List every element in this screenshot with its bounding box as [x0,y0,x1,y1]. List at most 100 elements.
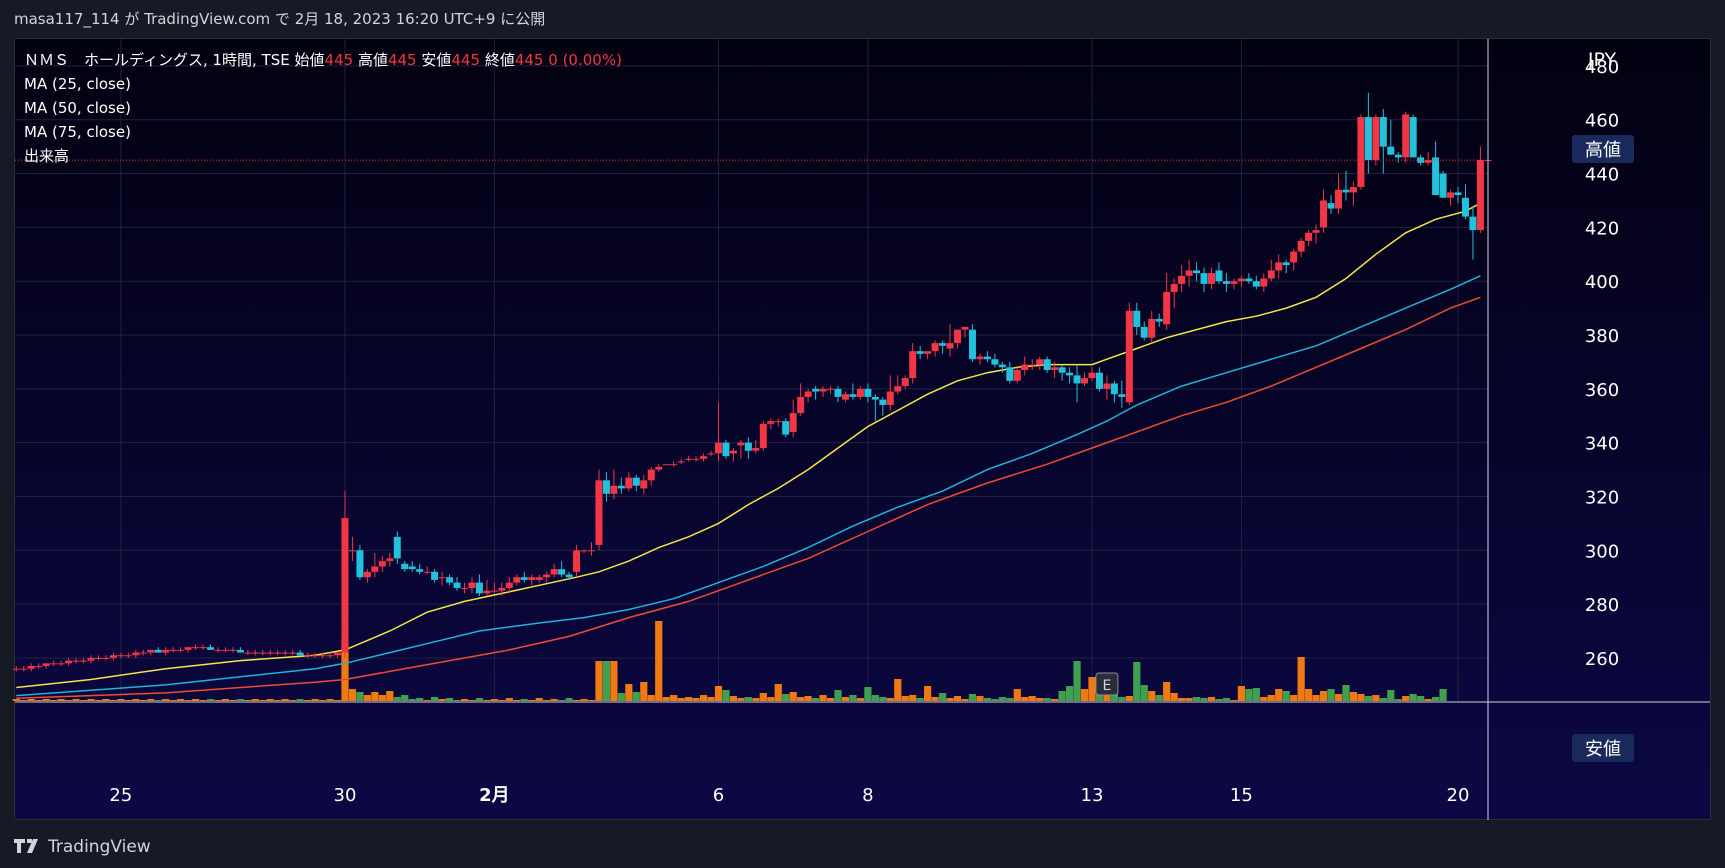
candle-body [244,652,252,654]
volume-bar [162,699,170,701]
candle-body [759,423,767,449]
ma50-line [16,275,1481,697]
volume-bar [558,700,566,701]
volume-bar [177,699,185,701]
candle-body [1013,370,1021,381]
legend-ma75[interactable]: MA (75, close) [24,123,131,141]
candle-body [864,388,872,397]
candle-body [1275,262,1283,271]
volume-bar [901,696,909,701]
candle-body [236,649,244,653]
candle-body [147,649,155,653]
tradingview-logo-icon[interactable] [14,839,42,855]
volume-bar [1207,697,1216,701]
candle-body [1290,251,1298,263]
candle-body [378,561,386,567]
candle-body [296,652,304,656]
candle-body [490,590,498,592]
volume-bar [1088,677,1096,701]
publish-line: masa117_114 が TradingView.com で 2月 18, 2… [14,10,546,28]
candle-body [804,391,812,397]
volume-bar [737,698,745,701]
volume-bar [35,700,43,701]
volume-bar [1028,696,1036,701]
y-tick-label: 400 [1585,272,1619,293]
candle-body [356,550,364,578]
candle-body [543,574,551,578]
candle-body [12,668,20,670]
candle-body [931,343,939,352]
candle-body [1133,310,1141,327]
candle-body [348,550,356,552]
candle-body [289,652,297,654]
volume-bar [886,698,894,701]
volume-bar [281,699,289,701]
candle-body [1461,197,1469,217]
footer: TradingView [14,832,151,862]
y-tick-label: 420 [1585,218,1619,239]
volume-bar [625,684,633,701]
candle-body [610,485,618,494]
candle-body [1327,203,1335,209]
candle-body [259,652,267,654]
candle-body [154,649,162,653]
candle-body [520,577,528,580]
candle-body [1402,114,1410,158]
candle-body [42,663,50,667]
legend-ma50[interactable]: MA (50, close) [24,99,131,117]
candle-body [685,458,693,460]
volume-bar [871,695,879,701]
candle-body [976,356,984,360]
candle-body [1088,372,1096,379]
volume-bar [1155,695,1163,701]
candle-body [446,577,454,583]
candle-body [1036,359,1044,365]
chart-frame[interactable] [14,38,1711,820]
volume-bar [782,694,790,701]
candle-body [214,649,222,651]
volume-bar [1334,694,1343,701]
volume-bar [1185,698,1193,701]
candle-body [229,649,237,651]
candle-body [834,388,842,397]
candle-body [334,652,342,656]
volume-bar [1417,696,1425,701]
legend-ma25[interactable]: MA (25, close) [24,75,131,93]
volume-bar [1275,689,1283,701]
candle-body [841,394,849,400]
volume-bar [206,699,215,701]
volume-bar [304,700,312,701]
candle-body [1215,270,1223,282]
volume-bar [12,699,20,701]
volume-bar [513,700,521,701]
volume-bar [1305,689,1313,701]
candle-body [102,657,110,659]
volume-bar [1387,690,1395,701]
candle-body [363,571,371,578]
volume-bar [289,700,297,701]
legend-volume[interactable]: 出来高 [24,147,70,165]
volume-bar [916,698,924,701]
volume-bar [1200,698,1208,701]
volume-bar [348,689,357,701]
footer-brand[interactable]: TradingView [48,837,151,857]
candle-body [1245,278,1253,282]
candle-body [251,652,259,654]
candle-body [1252,281,1260,287]
x-tick-label: 2月 [479,785,510,806]
candle-body [632,477,640,486]
candle-body [752,448,760,451]
candle-body [991,359,999,365]
volume-bar [460,699,469,701]
volume-bar [57,699,65,701]
volume-bar [909,695,917,701]
candle-body [1372,117,1380,161]
volume-bar [1021,697,1029,701]
volume-bar [453,700,461,701]
candle-body [655,466,663,470]
volume-bar [498,700,506,701]
candle-body [1051,367,1059,370]
volume-bar [259,700,267,701]
low-tag-bg [1572,734,1634,762]
